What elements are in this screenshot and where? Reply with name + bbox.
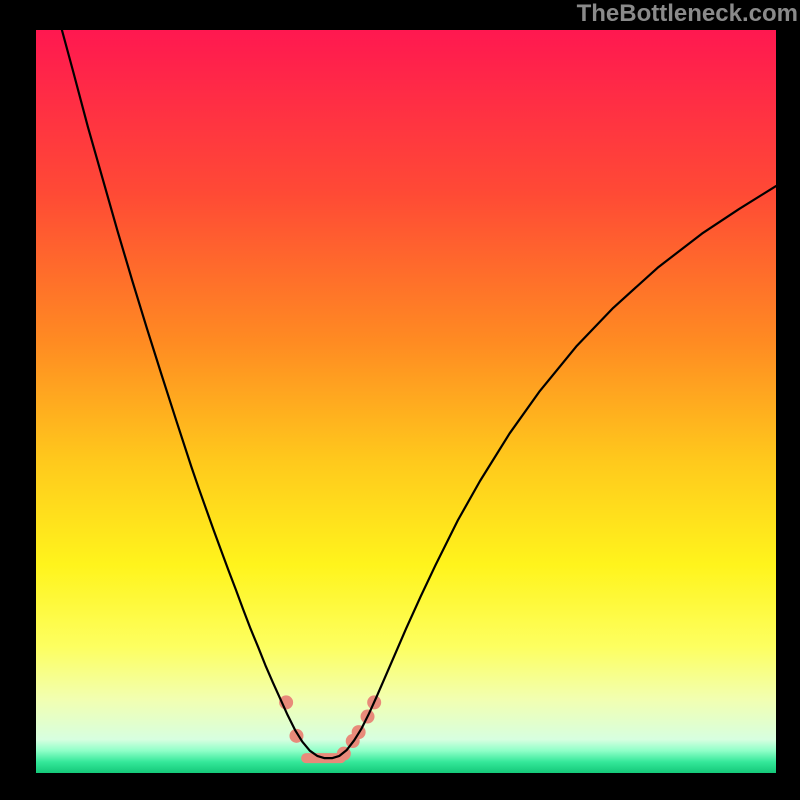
chart-gradient-bg — [36, 30, 776, 773]
watermark-text: TheBottleneck.com — [577, 0, 798, 28]
bottleneck-curve-chart — [36, 30, 776, 773]
plot-area — [36, 30, 776, 773]
chart-canvas: TheBottleneck.com — [0, 0, 800, 800]
